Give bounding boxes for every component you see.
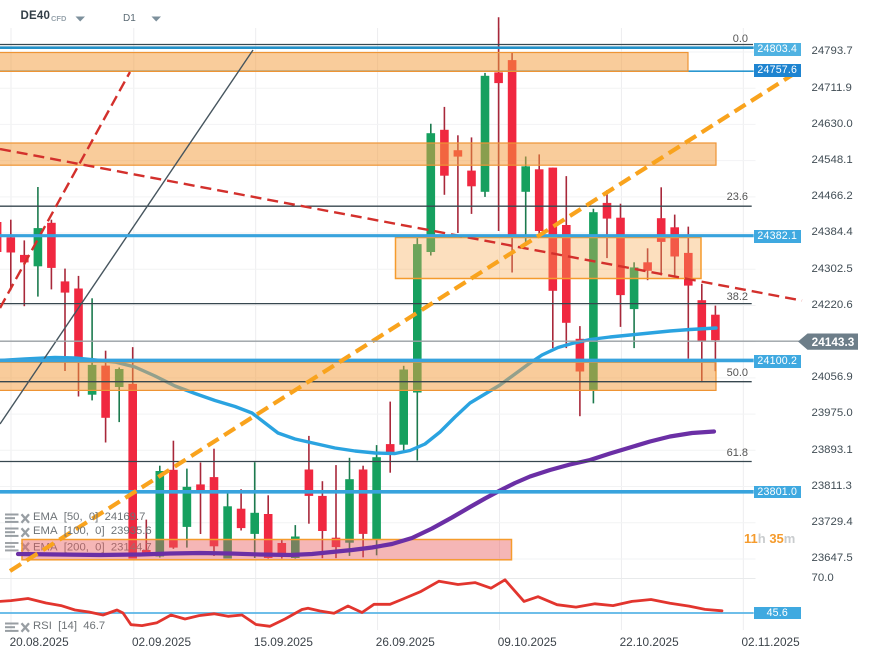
svg-text:EMA [200, 0] 23144.7: EMA [200, 0] 23144.7 <box>33 541 152 553</box>
svg-text:24143.3: 24143.3 <box>812 335 855 349</box>
